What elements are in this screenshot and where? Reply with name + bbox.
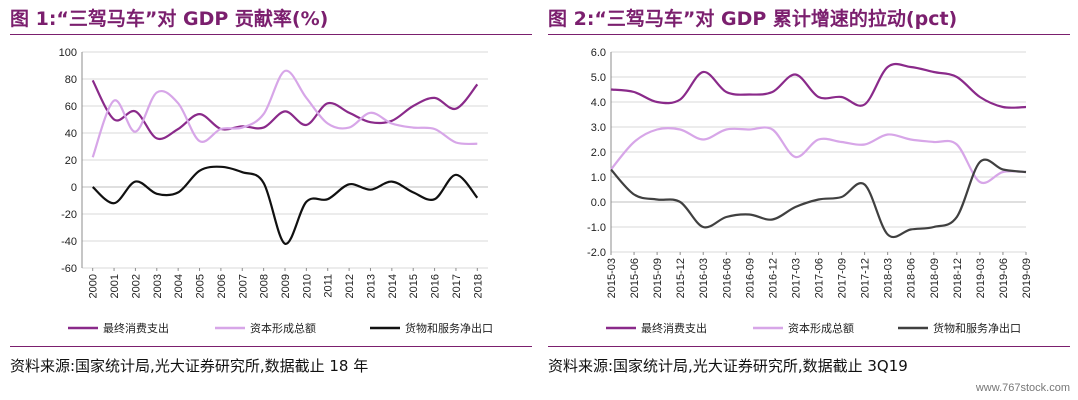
x-tick-label: 2011 <box>323 274 335 298</box>
series-line <box>610 62 1027 109</box>
x-tick-label: 2017-06 <box>814 258 826 298</box>
x-tick-label: 2019-09 <box>1021 258 1033 298</box>
x-tick-label: 2008 <box>259 274 271 298</box>
x-tick-label: 2019-03 <box>975 258 987 298</box>
y-tick-label: 1.0 <box>591 172 606 184</box>
y-tick-label: 100 <box>59 47 77 59</box>
x-tick-label: 2001 <box>109 274 121 298</box>
y-tick-label: 6.0 <box>591 47 606 59</box>
source-note: 资料来源:国家统计局,光大证券研究所,数据截止 18 年 <box>10 357 369 375</box>
x-tick-label: 2018 <box>472 274 484 298</box>
legend-label: 资本形成总额 <box>250 321 316 335</box>
x-tick-label: 2017-09 <box>837 258 849 298</box>
source-rule <box>10 346 532 347</box>
x-tick-label: 2013 <box>365 274 377 298</box>
y-tick-label: -20 <box>61 209 77 221</box>
x-tick-label: 2016-03 <box>698 258 710 298</box>
x-tick-label: 2010 <box>301 274 313 298</box>
title-rule <box>10 34 532 35</box>
x-tick-label: 2003 <box>152 274 164 298</box>
y-tick-label: 3.0 <box>591 122 606 134</box>
series-line <box>610 158 1027 239</box>
x-tick-label: 2004 <box>173 274 185 298</box>
x-tick-label: 2017 <box>451 274 463 298</box>
legend-label: 资本形成总额 <box>788 321 854 335</box>
chart-panel-pull: 图 2:“三驾马车”对 GDP 累计增速的拉动(pct) 6.0 5.0 4.0 3.… <box>548 0 1070 400</box>
x-tick-label: 2015-06 <box>629 258 641 298</box>
x-tick-label: 2017-03 <box>790 258 802 298</box>
chart-panel-contribution: 图 1:“三驾马车”对 GDP 贡献率(%) 100 80 60 40 20 0 -20 -4… <box>10 0 532 400</box>
series-line <box>91 79 479 141</box>
legend-label: 最终消费支出 <box>641 321 707 335</box>
legend-label: 最终消费支出 <box>103 321 169 335</box>
series-line <box>91 69 478 158</box>
y-tick-label: 4.0 <box>591 97 606 109</box>
y-tick-label: -40 <box>61 236 77 248</box>
x-tick-label: 2018-03 <box>883 258 895 298</box>
x-tick-label: 2016-12 <box>767 258 779 298</box>
x-tick-label: 2006 <box>216 274 228 298</box>
y-tick-label: 80 <box>65 74 77 86</box>
y-tick-label: 0.0 <box>591 197 606 209</box>
y-tick-label: 20 <box>65 155 77 167</box>
contribution-line-chart: 100 80 60 40 20 0 -20 -40 -60 2000 2001 2002 2003 200… <box>59 47 493 335</box>
x-tick-label: 2015-03 <box>606 258 618 298</box>
x-tick-label: 2015 <box>408 274 420 298</box>
x-tick-label: 2009 <box>280 274 292 298</box>
y-tick-label: 5.0 <box>591 72 606 84</box>
y-tick-label: -2.0 <box>587 247 606 259</box>
title-rule <box>548 34 1070 35</box>
y-tick-label: -60 <box>61 263 77 275</box>
y-tick-label: 0 <box>71 182 77 194</box>
x-tick-label: 2000 <box>88 274 100 298</box>
x-tick-label: 2015-12 <box>675 258 687 298</box>
series-line <box>610 126 1027 185</box>
x-tick-label: 2002 <box>130 274 142 298</box>
chart-title: 图 1:“三驾马车”对 GDP 贡献率(%) <box>10 8 329 30</box>
source-rule <box>548 346 1070 347</box>
x-tick-label: 2015-09 <box>652 258 664 298</box>
watermark: www.767stock.com <box>975 382 1070 394</box>
series-line <box>91 165 479 245</box>
x-tick-label: 2018-09 <box>929 258 941 298</box>
x-tick-label: 2017-12 <box>860 258 872 298</box>
source-note: 资料来源:国家统计局,光大证券研究所,数据截止 3Q19 <box>548 357 908 375</box>
x-tick-label: 2016 <box>430 274 442 298</box>
x-tick-label: 2012 <box>344 274 356 298</box>
x-tick-label: 2018-12 <box>952 258 964 298</box>
y-tick-label: 2.0 <box>591 147 606 159</box>
chart-title: 图 2:“三驾马车”对 GDP 累计增速的拉动(pct) <box>548 8 958 30</box>
y-tick-label: -1.0 <box>587 222 606 234</box>
legend-label: 货物和服务净出口 <box>933 321 1021 335</box>
x-tick-label: 2005 <box>195 274 207 298</box>
x-tick-label: 2007 <box>237 274 249 298</box>
x-tick-label: 2019-06 <box>998 258 1010 298</box>
x-tick-label: 2016-09 <box>744 258 756 298</box>
x-tick-label: 2014 <box>387 274 399 298</box>
y-tick-label: 40 <box>65 128 77 140</box>
y-tick-label: 60 <box>65 101 77 113</box>
x-tick-label: 2018-06 <box>906 258 918 298</box>
legend-label: 货物和服务净出口 <box>405 321 493 335</box>
x-tick-label: 2016-06 <box>721 258 733 298</box>
